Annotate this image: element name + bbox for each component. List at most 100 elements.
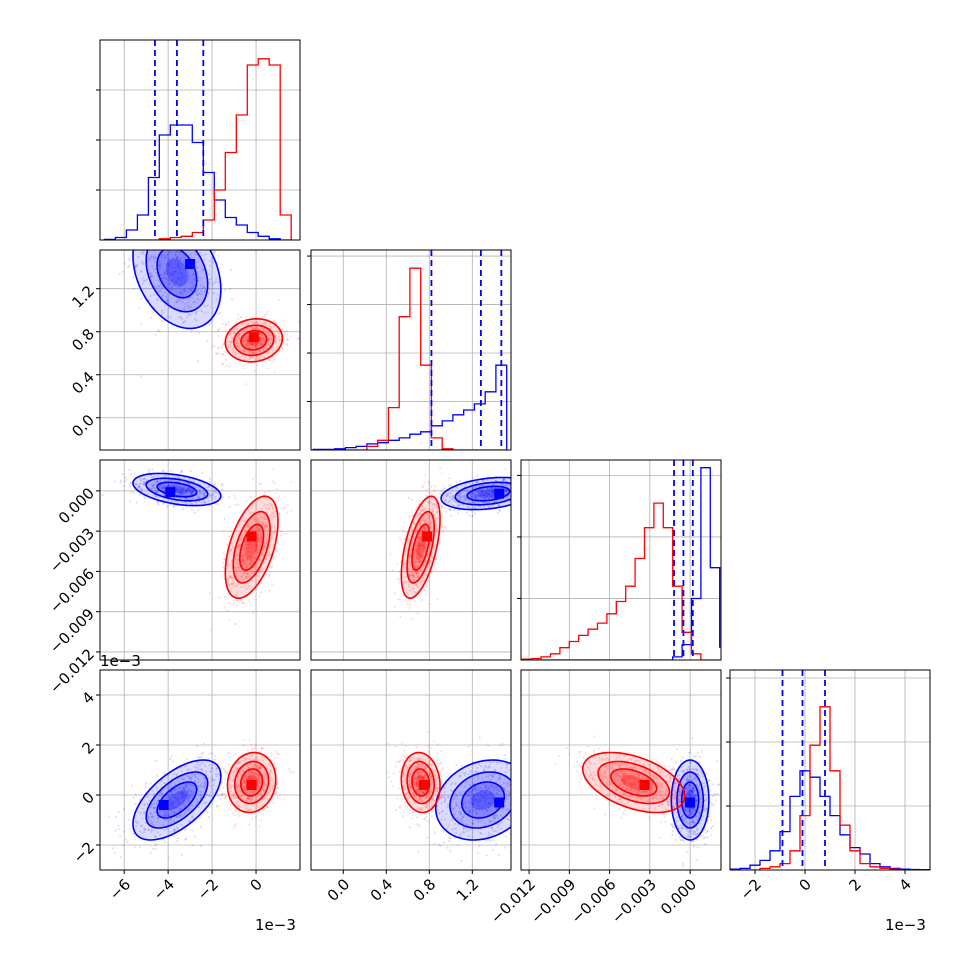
sample-point [151, 486, 154, 489]
sample-point [512, 497, 514, 499]
sample-point [234, 766, 237, 769]
sample-point [429, 521, 432, 524]
sample-point [190, 491, 193, 494]
sample-point [494, 815, 497, 818]
sample-point [207, 499, 211, 502]
sample-point [504, 804, 507, 808]
sample-point [418, 789, 421, 792]
sample-point [271, 468, 274, 471]
sample-point [273, 552, 276, 555]
sample-point [228, 601, 231, 605]
sample-point [244, 538, 247, 542]
sample-point [490, 804, 493, 807]
sample-point [163, 814, 166, 817]
sample-point [252, 327, 255, 330]
sample-point [198, 817, 201, 820]
sample-point [242, 546, 245, 549]
sample-point [179, 489, 182, 492]
sample-point [267, 331, 270, 334]
sample-point [167, 484, 170, 487]
sample-point [448, 508, 451, 511]
sample-point [177, 262, 180, 265]
sample-point [159, 267, 162, 270]
sample-point [415, 572, 418, 575]
sample-point [473, 796, 476, 799]
sample-point [200, 310, 203, 313]
sample-point [490, 490, 493, 493]
sample-point [191, 844, 194, 847]
sample-point [208, 259, 211, 262]
sample-point [212, 252, 215, 255]
sample-point [189, 490, 192, 493]
sample-point [440, 524, 444, 527]
sample-point [140, 482, 143, 485]
sample-point [513, 773, 515, 775]
sample-point [258, 767, 261, 770]
sample-point [187, 487, 190, 490]
sample-point [263, 503, 266, 506]
sample-point [208, 323, 211, 326]
sample-point [411, 580, 414, 583]
sample-point [419, 544, 422, 547]
sample-point [530, 813, 532, 815]
sample-point [402, 779, 405, 782]
sample-point [164, 474, 167, 477]
density-fill-b [407, 511, 435, 583]
sample-point [156, 479, 159, 482]
sample-point [142, 277, 145, 280]
sample-point [486, 766, 489, 769]
sample-point [246, 749, 249, 752]
sample-point [251, 776, 254, 780]
sample-point [248, 344, 251, 347]
sample-point [261, 788, 264, 791]
sample-point [181, 491, 184, 494]
sample-point [245, 773, 248, 777]
sample-point [178, 315, 181, 319]
sample-point [189, 483, 192, 486]
sample-point [206, 240, 208, 242]
sample-point [190, 492, 194, 495]
sample-point [244, 787, 247, 790]
sample-point [148, 282, 151, 285]
sample-point [229, 575, 232, 578]
sample-point [182, 792, 185, 795]
sample-point [242, 770, 245, 773]
sample-point [234, 809, 237, 812]
sample-point [404, 788, 407, 791]
sample-point [392, 772, 395, 775]
sample-point [421, 580, 424, 583]
sample-point [262, 349, 265, 352]
sample-point [257, 528, 260, 531]
sample-point [255, 327, 258, 330]
sample-point [202, 786, 205, 789]
sample-point [170, 754, 173, 758]
sample-point [245, 576, 248, 579]
sample-point [419, 533, 422, 536]
sample-point [460, 793, 464, 796]
sample-point [478, 495, 481, 498]
sample-point [170, 804, 173, 807]
sample-point [424, 573, 427, 576]
sample-point [424, 774, 427, 777]
sample-point [422, 546, 425, 549]
sample-point [478, 489, 481, 492]
sample-point [472, 788, 475, 792]
sample-point [194, 775, 197, 779]
sample-point [160, 274, 163, 277]
sample-point [241, 779, 245, 782]
sample-point [141, 807, 144, 810]
sample-point [237, 568, 241, 571]
sample-point [455, 832, 458, 835]
sample-point [142, 262, 145, 265]
sample-point [477, 480, 480, 483]
sample-point [182, 802, 185, 806]
sample-point [151, 829, 154, 832]
sample-point [233, 494, 236, 497]
sample-point [446, 827, 449, 830]
sample-point [236, 781, 239, 784]
sample-point [417, 551, 420, 554]
sample-point [242, 559, 246, 562]
sample-point [416, 537, 420, 541]
sample-point [498, 508, 501, 512]
density-peak-b [246, 780, 257, 790]
